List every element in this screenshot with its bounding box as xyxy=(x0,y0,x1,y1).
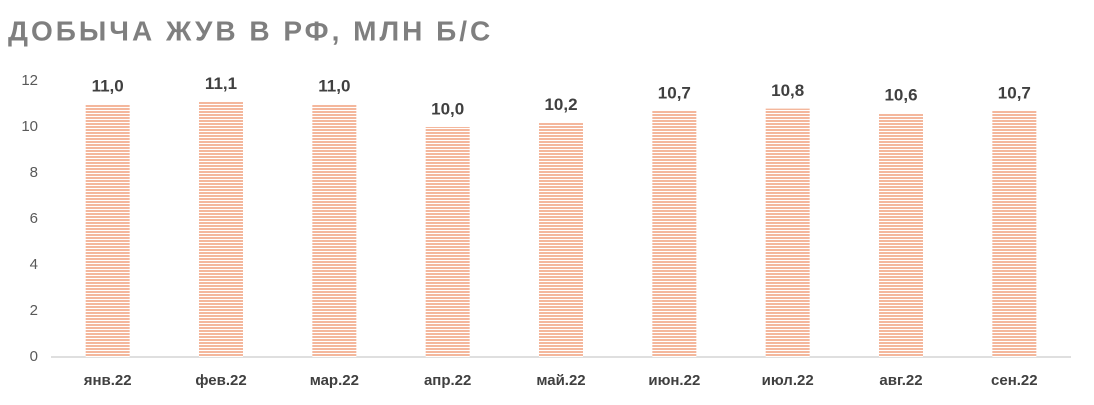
x-tick-label: сен.22 xyxy=(991,372,1038,389)
value-label: 11,0 xyxy=(92,76,124,95)
x-tick-label: мар.22 xyxy=(310,372,359,389)
value-label: 10,0 xyxy=(431,99,464,118)
bar xyxy=(85,104,130,357)
bar xyxy=(992,110,1037,358)
y-tick-label: 8 xyxy=(30,164,38,181)
value-label: 11,0 xyxy=(318,76,350,95)
bar xyxy=(425,127,470,357)
bar xyxy=(312,104,357,357)
x-tick-label: июн.22 xyxy=(648,372,700,389)
y-tick-label: 10 xyxy=(21,118,38,135)
y-tick-label: 12 xyxy=(21,72,38,89)
bar xyxy=(879,113,923,357)
x-tick-label: июл.22 xyxy=(762,372,814,389)
y-tick-label: 2 xyxy=(30,302,38,319)
bar xyxy=(765,108,810,357)
value-label: 10,8 xyxy=(771,81,804,100)
x-tick-label: май.22 xyxy=(536,372,585,389)
bar xyxy=(539,122,583,358)
y-tick-label: 6 xyxy=(30,210,38,227)
y-tick-label: 0 xyxy=(30,348,38,365)
y-tick-label: 4 xyxy=(30,256,38,273)
x-tick-label: янв.22 xyxy=(84,372,132,389)
value-label: 10,6 xyxy=(884,86,917,105)
value-label: 10,7 xyxy=(998,83,1031,102)
x-tick-label: апр.22 xyxy=(424,372,471,389)
bar xyxy=(199,101,243,357)
x-tick-label: авг.22 xyxy=(879,372,922,389)
value-label: 10,2 xyxy=(544,95,577,114)
x-tick-label: фев.22 xyxy=(195,372,246,389)
value-label: 10,7 xyxy=(658,83,691,102)
chart-title: ДОБЫЧА ЖУВ В РФ, МЛН Б/С xyxy=(8,15,493,46)
value-label: 11,1 xyxy=(205,74,237,93)
bar xyxy=(652,110,697,358)
